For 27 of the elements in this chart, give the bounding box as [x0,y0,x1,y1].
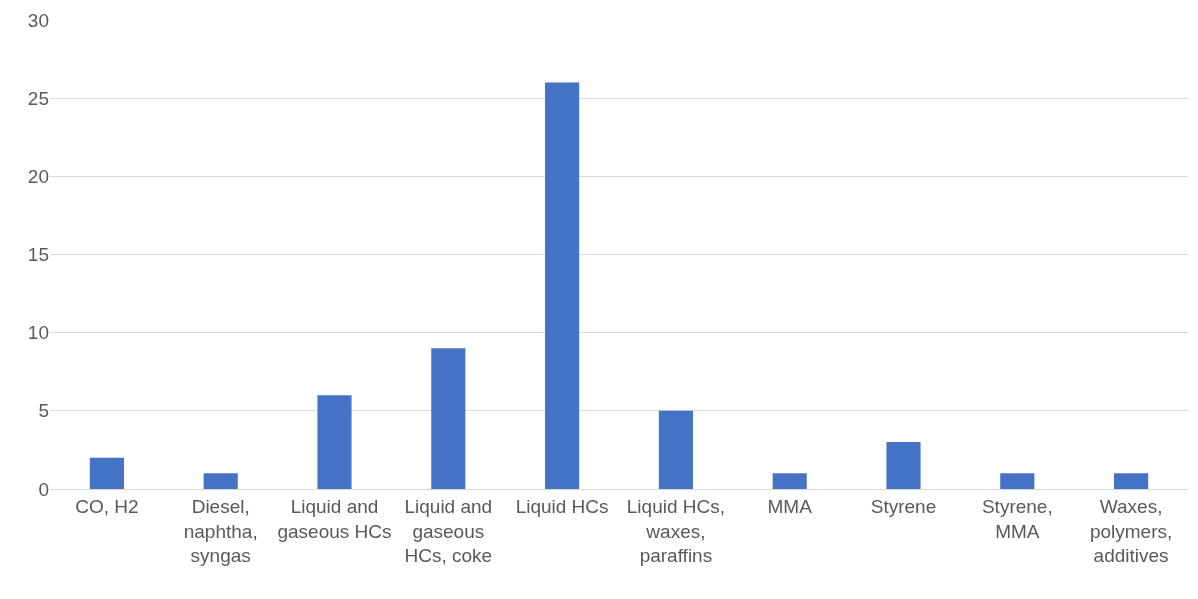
bar [431,348,466,489]
bar [89,457,124,489]
y-tick-label: 5 [38,400,49,422]
x-tick-label: Waxes, polymers, additives [1089,495,1173,567]
x-tick-label: MMA [767,495,813,517]
y-tick-label: 10 [27,322,49,344]
bar [1000,473,1035,489]
x-tick-label: Styrene [870,495,937,517]
y-tick-label: 25 [27,87,49,109]
bar [545,82,580,489]
y-tick-label: 20 [27,165,49,187]
x-tick-label: CO, H2 [75,495,139,517]
bar [886,442,921,489]
x-tick-label: Diesel, naphtha, syngas [183,495,258,567]
bar [772,473,807,489]
x-tick-label: Styrene, MMA [981,495,1053,542]
bar [317,395,352,489]
x-tick-label: Liquid and gaseous HCs [277,495,392,542]
bar [658,410,693,489]
x-tick-label: Liquid and gaseous HCs, coke [404,495,493,567]
y-tick-label: 30 [27,9,49,31]
y-tick-label: 15 [27,244,49,266]
x-tick-label: Liquid HCs [515,495,609,517]
bar [203,473,238,489]
y-tick-label: 0 [38,478,49,500]
bar [1114,473,1149,489]
x-tick-label: Liquid HCs, waxes, paraffins [626,495,726,567]
